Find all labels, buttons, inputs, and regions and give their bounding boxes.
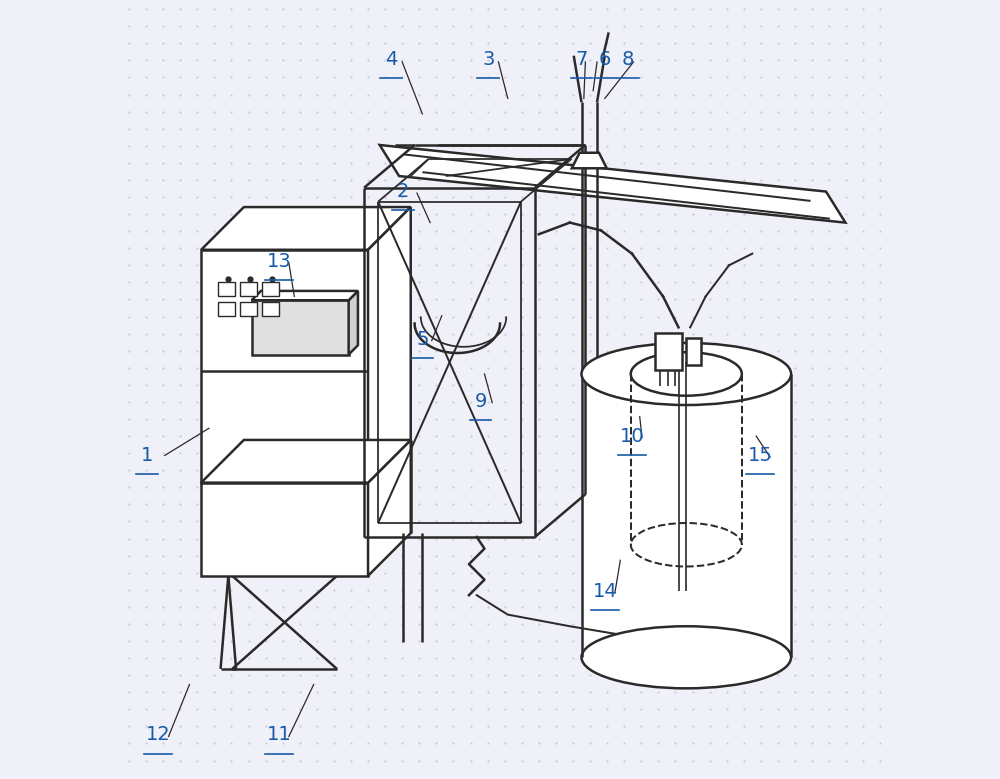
Text: 2: 2 xyxy=(397,182,409,201)
Polygon shape xyxy=(368,440,411,576)
Bar xyxy=(240,282,257,296)
Polygon shape xyxy=(252,291,358,300)
Polygon shape xyxy=(572,153,607,168)
Polygon shape xyxy=(368,207,411,483)
Bar xyxy=(240,301,257,315)
Text: 8: 8 xyxy=(622,50,634,69)
Text: 10: 10 xyxy=(620,427,644,446)
Bar xyxy=(686,338,701,365)
Text: 12: 12 xyxy=(146,725,171,745)
Bar xyxy=(218,282,235,296)
Text: 3: 3 xyxy=(482,50,495,69)
Text: 4: 4 xyxy=(385,50,398,69)
Text: 13: 13 xyxy=(266,252,291,271)
Polygon shape xyxy=(349,291,358,354)
Text: 14: 14 xyxy=(592,582,617,601)
Polygon shape xyxy=(201,440,411,483)
Text: 5: 5 xyxy=(416,330,429,348)
Bar xyxy=(262,301,279,315)
Ellipse shape xyxy=(582,343,791,405)
Polygon shape xyxy=(380,145,845,223)
Text: 6: 6 xyxy=(599,50,611,69)
Bar xyxy=(218,301,235,315)
Bar xyxy=(655,333,682,370)
Ellipse shape xyxy=(582,626,791,689)
Polygon shape xyxy=(201,207,411,250)
Bar xyxy=(262,282,279,296)
Ellipse shape xyxy=(631,352,742,396)
Text: 9: 9 xyxy=(474,392,487,411)
Polygon shape xyxy=(201,250,368,483)
Polygon shape xyxy=(582,374,791,657)
Text: 11: 11 xyxy=(266,725,291,745)
Text: 7: 7 xyxy=(575,50,588,69)
Bar xyxy=(252,300,349,354)
Polygon shape xyxy=(201,483,368,576)
Text: 1: 1 xyxy=(141,446,153,465)
Text: 15: 15 xyxy=(748,446,772,465)
